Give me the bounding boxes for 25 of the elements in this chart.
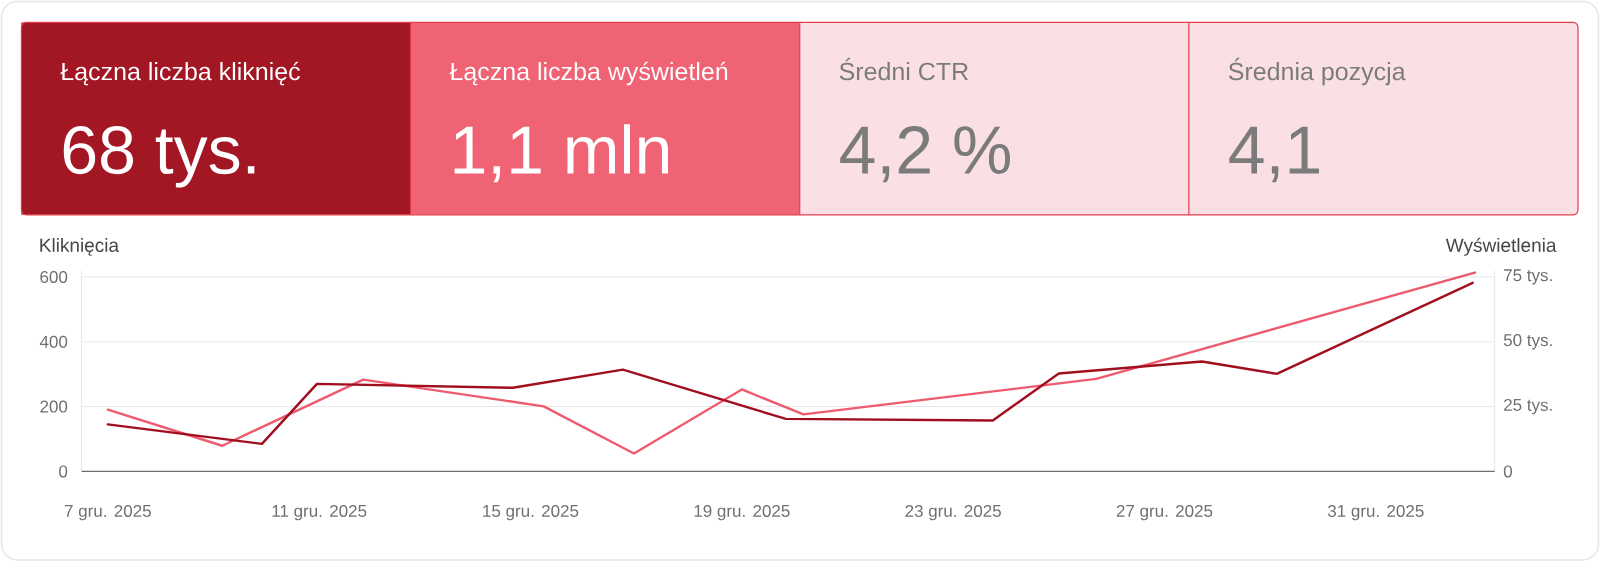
x-tick-label: 27 gru. 2025 <box>1116 504 1213 521</box>
y2-tick-label: 50 tys. <box>1503 334 1552 350</box>
x-tick-label: 31 gru. 2025 <box>1327 504 1424 521</box>
y-axis-title: Kliknięcia <box>40 238 120 256</box>
category-label: Łączna liczba wyświetleń <box>449 61 728 86</box>
x-tick-label: 7 gru. 2025 <box>64 504 151 521</box>
y-tick-label: 200 <box>40 400 68 413</box>
y-tick-label: 0 <box>59 465 68 478</box>
y2-axis-title: Wyświetlenia <box>1445 237 1557 256</box>
category-label: Średni CTR <box>839 57 968 81</box>
text: 68 tys. <box>63 126 255 188</box>
x-tick-label: 11 gru. 2025 <box>272 504 367 521</box>
text: 4,2 % <box>840 126 1010 183</box>
y2-tick-label: 0 <box>1503 465 1512 478</box>
y2-tick-label: 25 tys. <box>1504 398 1552 415</box>
text: 1,1 mln <box>454 124 668 183</box>
x-tick-label: 19 gru. 2025 <box>694 504 790 521</box>
y-tick-label: 600 <box>40 270 68 284</box>
category-label: Łączna liczba kliknięć <box>60 61 300 86</box>
y2-tick-label: 75 tys. <box>1504 269 1552 285</box>
text: 4,1 <box>1229 126 1319 183</box>
y-tick-label: 400 <box>39 335 68 348</box>
x-tick-label: 23 gru. 2025 <box>905 504 1001 521</box>
x-tick-label: 15 gru. 2025 <box>483 504 579 521</box>
category-label: Średnia pozycja <box>1228 57 1406 86</box>
